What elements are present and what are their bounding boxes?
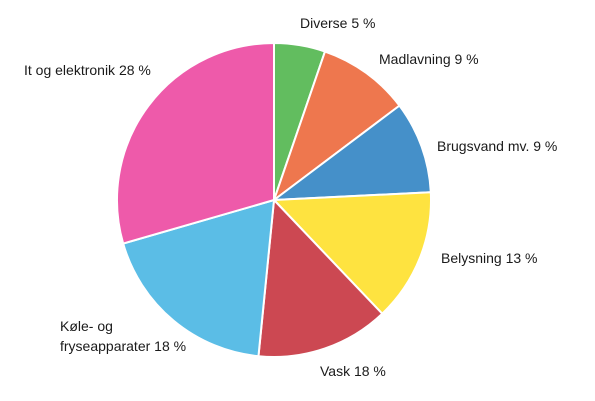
slice-label: Brugsvand mv. 9 % [437, 138, 557, 154]
pie-slice [122, 199, 275, 358]
pie-slice [273, 104, 432, 201]
pie-labels: Diverse 5 % Madlavning 9 % Brugsvand mv. 9… [24, 15, 557, 379]
pie-slice [273, 50, 401, 201]
slice-label-line: Belysning 13 % [441, 250, 538, 266]
slice-label-line: Brugsvand mv. 9 % [437, 138, 557, 154]
slice-label: Belysning 13 % [441, 250, 538, 266]
pie-slice [257, 199, 384, 358]
slice-label-line: fryseapparater 18 % [60, 338, 186, 354]
slice-label-line: It og elektronik 28 % [24, 62, 151, 78]
slice-label-line: Vask 18 % [320, 363, 386, 379]
slice-label: Madlavning 9 % [379, 51, 479, 67]
pie-slice [273, 191, 432, 315]
slice-label: Vask 18 % [320, 363, 386, 379]
pie-slice [116, 42, 275, 245]
slice-label: It og elektronik 28 % [24, 62, 151, 78]
slice-label-line: Madlavning 9 % [379, 51, 479, 67]
slice-label: Køle- og fryseapparater 18 % [60, 318, 186, 354]
slice-label: Diverse 5 % [300, 15, 375, 31]
pie-slices [116, 42, 432, 358]
slice-label-line: Køle- og [60, 318, 113, 334]
slice-label-line: Diverse 5 % [300, 15, 375, 31]
